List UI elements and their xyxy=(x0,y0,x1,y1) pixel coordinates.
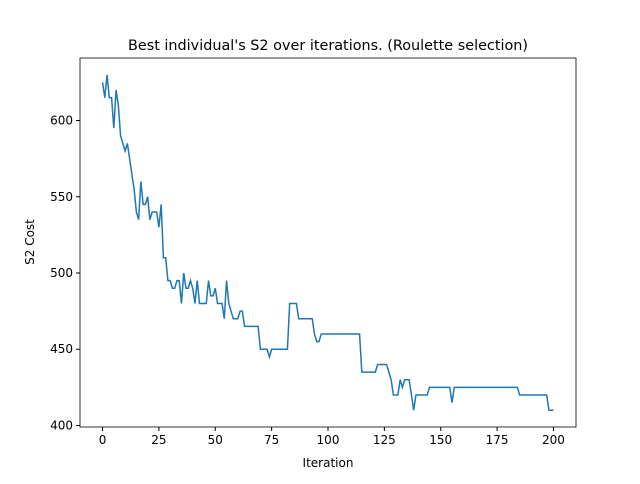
x-tick-label: 25 xyxy=(151,433,166,447)
chart-title: Best individual's S2 over iterations. (R… xyxy=(128,38,528,54)
x-tick-label: 75 xyxy=(264,433,279,447)
x-tick-label: 150 xyxy=(429,433,452,447)
x-tick-label: 175 xyxy=(486,433,509,447)
data-line xyxy=(101,74,554,411)
x-axis-label: Iteration xyxy=(303,456,354,470)
y-tick-label: 500 xyxy=(50,266,73,280)
x-tick-label: 125 xyxy=(373,433,396,447)
y-tick-label: 600 xyxy=(50,114,73,128)
y-tick-label: 400 xyxy=(50,418,73,432)
y-tick-label: 450 xyxy=(50,342,73,356)
x-tick-label: 50 xyxy=(208,433,223,447)
y-axis-label: S2 Cost xyxy=(23,219,37,265)
x-tick-label: 200 xyxy=(542,433,565,447)
x-tick-label: 100 xyxy=(317,433,340,447)
x-tick-label: 0 xyxy=(99,433,107,447)
plot-frame xyxy=(79,57,577,428)
y-tick-label: 550 xyxy=(50,190,73,204)
